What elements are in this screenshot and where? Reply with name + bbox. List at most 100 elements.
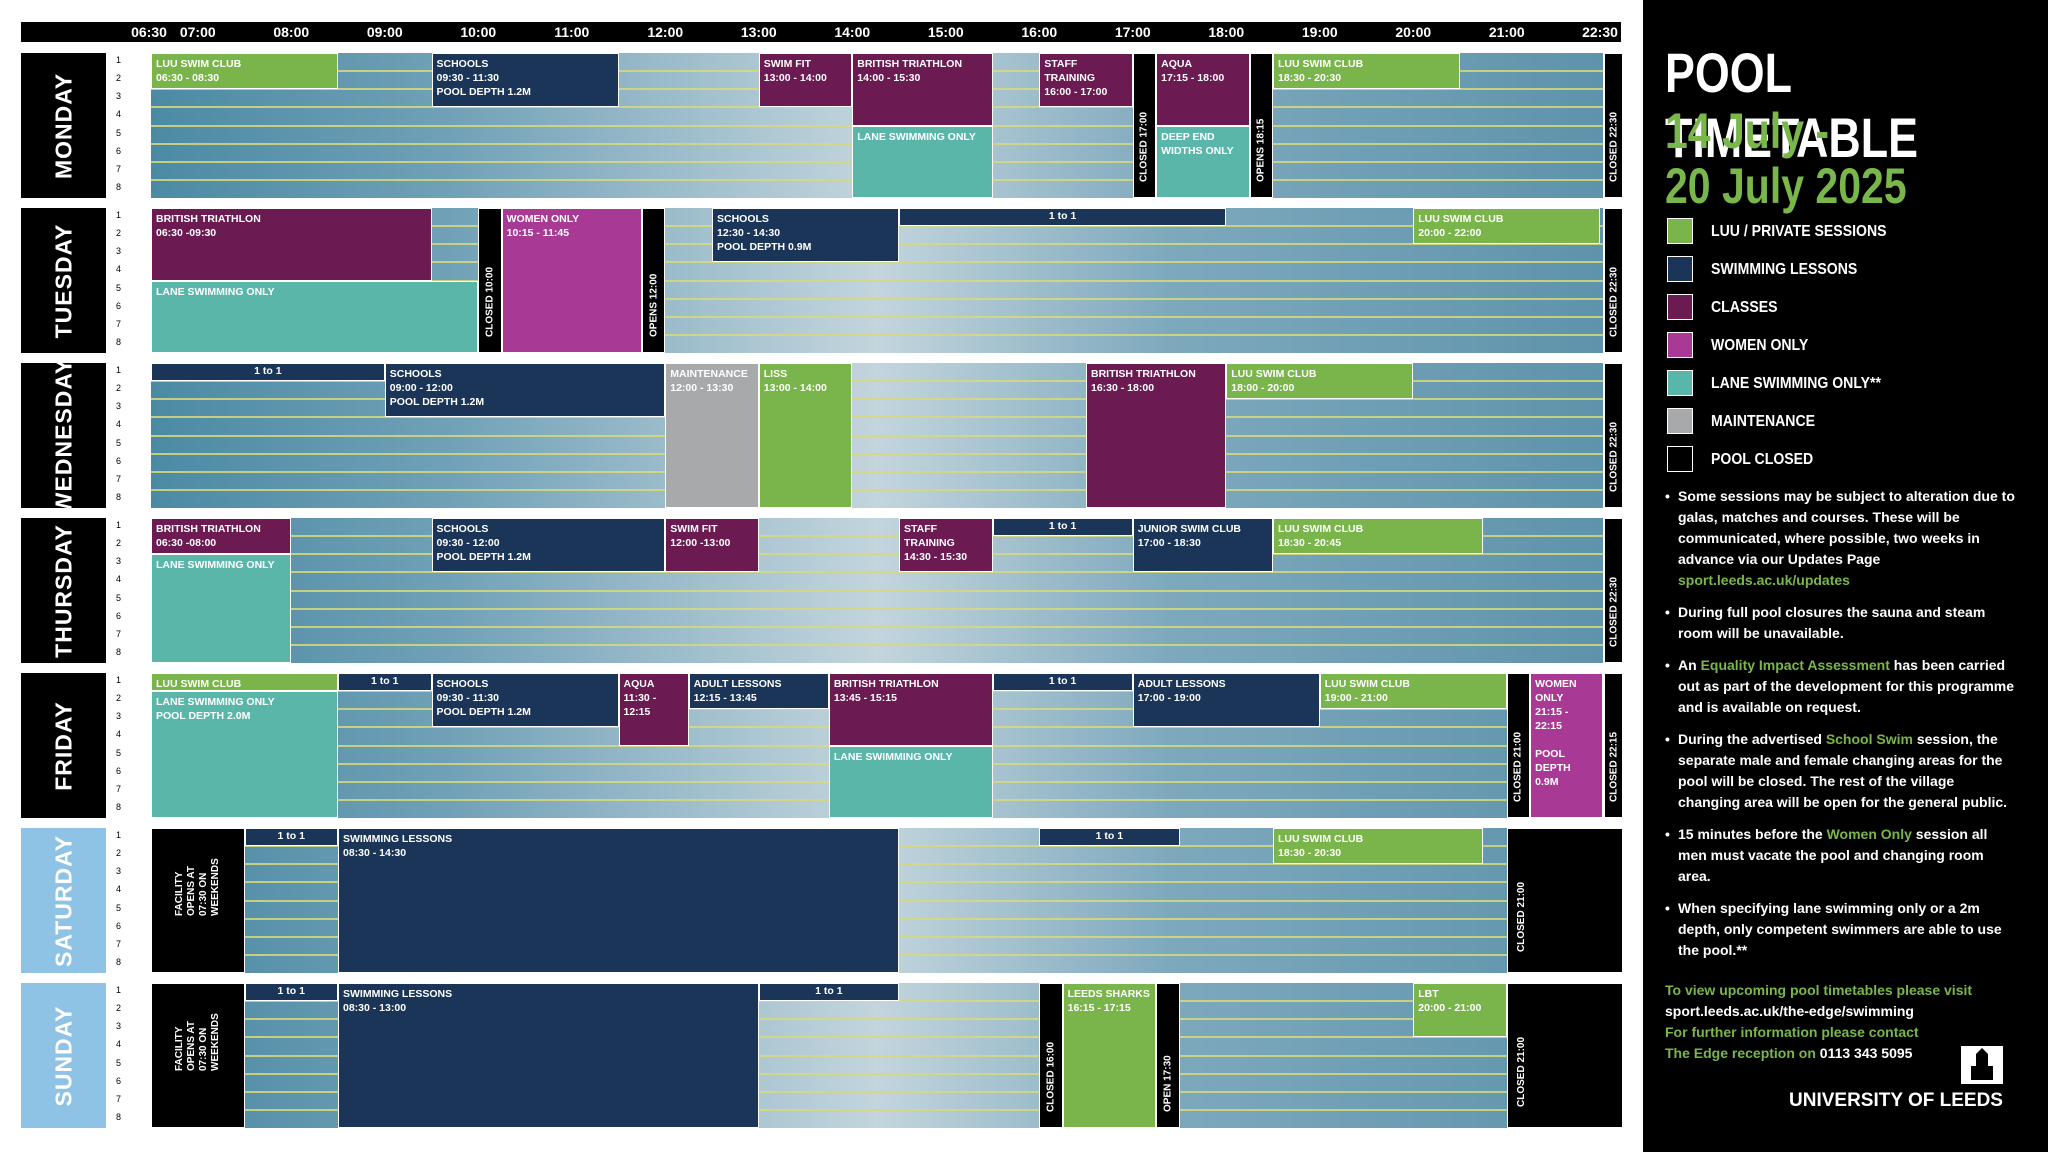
time-label: 12:00 (647, 24, 684, 40)
lane-rope (151, 535, 1603, 538)
session-luu[interactable]: LUU SWIM CLUB 20:00 - 22:00 (1413, 208, 1601, 245)
session-lessons[interactable]: 1 to 1 (244, 983, 338, 1002)
lane-rope (151, 279, 1603, 282)
lane-rope (151, 297, 1603, 300)
session-classes[interactable]: BRITISH TRIATHLON 16:30 - 18:00 (1086, 363, 1227, 508)
legend-item: LUU / PRIVATE SESSIONS (1667, 218, 2047, 248)
footer-line-1: To view upcoming pool timetables please … (1665, 982, 1973, 998)
lane-number: 3 (116, 1021, 122, 1032)
pool-closed-bar: CLOSED 22:30 (1604, 363, 1623, 508)
lane-rope (151, 625, 1603, 628)
lane-number: 8 (116, 491, 122, 502)
equality-link[interactable]: Equality Impact Assessment (1700, 657, 1890, 673)
session-classes[interactable]: AQUA 11:30 - 12:15 (618, 673, 689, 746)
lane-rope (151, 1018, 1603, 1021)
session-lane[interactable]: LANE SWIMMING ONLY (828, 745, 993, 818)
session-label: LUU SWIM CLUB 20:00 - 22:00 (1418, 213, 1504, 239)
session-luu[interactable]: LBT 20:00 - 21:00 (1413, 983, 1507, 1038)
session-classes[interactable]: BRITISH TRIATHLON 06:30 -09:30 (151, 208, 432, 281)
session-classes[interactable]: BRITISH TRIATHLON 14:00 - 15:30 (852, 53, 993, 126)
session-lessons[interactable]: SCHOOLS 09:30 - 11:30 POOL DEPTH 1.2M (431, 53, 619, 108)
session-label: LEEDS SHARKS 16:15 - 17:15 (1067, 988, 1150, 1014)
session-luu[interactable]: LUU SWIM CLUB 18:00 - 20:00 (1226, 363, 1414, 400)
session-lessons[interactable]: SCHOOLS 09:00 - 12:00 POOL DEPTH 1.2M (384, 363, 666, 418)
session-label: SWIMMING LESSONS 08:30 - 14:30 (343, 833, 453, 859)
session-lessons[interactable]: SWIMMING LESSONS 08:30 - 13:00 (338, 983, 759, 1128)
session-lane[interactable]: LANE SWIMMING ONLY (151, 280, 479, 353)
session-label: 1 to 1 (254, 365, 282, 377)
pool-closed-bar: CLOSED 10:00 (478, 208, 502, 353)
lane-rope (151, 607, 1603, 610)
session-lessons[interactable]: 1 to 1 (151, 363, 385, 382)
session-classes[interactable]: BRITISH TRIATHLON 06:30 -08:00 (151, 518, 292, 555)
lane-rope (151, 643, 1603, 646)
session-classes[interactable]: SWIM FIT 13:00 - 14:00 (758, 53, 853, 108)
lane-number: 1 (116, 365, 122, 375)
session-classes[interactable]: SWIM FIT 12:00 -13:00 (665, 518, 759, 573)
closed-label: CLOSED 22:30 (1608, 576, 1619, 647)
session-women[interactable]: WOMEN ONLY 21:15 - 22:15 POOL DEPTH 0.9M (1530, 673, 1603, 818)
footer-line-4: The Edge reception on 0113 343 5095 (1665, 1043, 1972, 1064)
session-classes[interactable]: AQUA 17:15 - 18:00 (1156, 53, 1250, 126)
pool-closed-block: CLOSED 21:00 (1506, 828, 1623, 973)
session-luu[interactable]: LUU SWIM CLUB 06:30 - 08:30 (151, 673, 338, 692)
session-lessons[interactable]: 1 to 1 (899, 208, 1227, 227)
session-label: LUU SWIM CLUB 19:00 - 21:00 (1324, 678, 1410, 704)
session-lessons[interactable]: 1 to 1 (1039, 828, 1180, 847)
session-label: LANE SWIMMING ONLY (156, 285, 275, 298)
session-lessons[interactable]: SCHOOLS 09:30 - 12:00 POOL DEPTH 1.2M (431, 518, 666, 573)
session-label: BRITISH TRIATHLON 14:00 - 15:30 (857, 58, 963, 84)
session-lane[interactable]: LANE SWIMMING ONLY (151, 554, 292, 663)
session-lessons[interactable]: SCHOOLS 12:30 - 14:30 POOL DEPTH 0.9M (712, 208, 899, 263)
timetables-link[interactable]: sport.leeds.ac.uk/the-edge/swimming (1665, 1003, 1914, 1019)
session-lessons[interactable]: 1 to 1 (244, 828, 338, 847)
session-lessons[interactable]: 1 to 1 (758, 983, 899, 1002)
note-text: session all men must vacate the pool and… (1678, 826, 1988, 884)
session-label: STAFF TRAINING 16:00 - 17:00 (1044, 58, 1108, 98)
session-label: 1 to 1 (1048, 520, 1077, 532)
session-maintenance[interactable]: MAINTENANCE 12:00 - 13:30 (665, 363, 759, 508)
phone-number[interactable]: 0113 343 5095 (1819, 1045, 1913, 1061)
session-lessons[interactable]: ADULT LESSONS 17:00 - 19:00 (1132, 673, 1320, 728)
legend-label: WOMEN ONLY (1711, 337, 1809, 354)
session-luu[interactable]: LUU SWIM CLUB 18:30 - 20:30 (1273, 828, 1484, 865)
pool-closed-bar: CLOSED 22:15 (1604, 673, 1623, 818)
session-lane[interactable]: DEEP END WIDTHS ONLY (1156, 125, 1250, 198)
session-lessons[interactable]: SWIMMING LESSONS 08:30 - 14:30 (338, 828, 899, 973)
session-women[interactable]: WOMEN ONLY 10:15 - 11:45 (501, 208, 642, 353)
time-label: 10:00 (460, 24, 497, 40)
session-label: 1 to 1 (1048, 210, 1077, 222)
session-lessons[interactable]: 1 to 1 (992, 518, 1133, 537)
session-lane[interactable]: LANE SWIMMING ONLY (852, 125, 993, 198)
session-luu[interactable]: LUU SWIM CLUB 18:30 - 20:45 (1273, 518, 1484, 555)
date-range: 14 July - 20 July 2025 (1665, 103, 1907, 214)
pool-closed-block: FACILITY OPENS AT 07:30 ON WEEKENDS (151, 828, 245, 973)
session-luu[interactable]: LUU SWIM CLUB 18:30 - 20:30 (1273, 53, 1460, 90)
note-text: session, the separate male and female ch… (1678, 731, 2008, 810)
footer-info: To view upcoming pool timetables please … (1665, 980, 1972, 1064)
session-classes[interactable]: STAFF TRAINING 14:30 - 15:30 (899, 518, 993, 573)
session-label: LANE SWIMMING ONLY (156, 559, 275, 572)
session-luu[interactable]: LISS 13:00 - 14:00 (758, 363, 853, 508)
session-lessons[interactable]: JUNIOR SWIM CLUB 17:00 - 18:30 (1132, 518, 1273, 573)
session-lessons[interactable]: 1 to 1 (338, 673, 432, 692)
session-luu[interactable]: LUU SWIM CLUB 06:30 - 08:30 (151, 53, 338, 90)
lane-number: 4 (116, 729, 122, 740)
updates-link[interactable]: sport.leeds.ac.uk/updates (1678, 572, 1850, 588)
legend-swatch (1667, 218, 1693, 244)
lane-number: 7 (116, 628, 122, 639)
legend-swatch (1667, 408, 1693, 434)
session-label: LUU SWIM CLUB 18:30 - 20:45 (1278, 523, 1364, 549)
session-luu[interactable]: LUU SWIM CLUB 19:00 - 21:00 (1319, 673, 1507, 710)
session-classes[interactable]: STAFF TRAINING 16:00 - 17:00 (1039, 53, 1133, 108)
session-lessons[interactable]: 1 to 1 (992, 673, 1133, 692)
note-school-swim: During the advertised School Swim sessio… (1665, 729, 2020, 813)
session-luu[interactable]: LEEDS SHARKS 16:15 - 17:15 (1062, 983, 1157, 1128)
lane-number: 3 (116, 246, 122, 257)
legend-label: LANE SWIMMING ONLY** (1711, 375, 1882, 392)
session-lessons[interactable]: SCHOOLS 09:30 - 11:30 POOL DEPTH 1.2M (431, 673, 619, 728)
session-lessons[interactable]: ADULT LESSONS 12:15 - 13:45 (688, 673, 829, 710)
session-classes[interactable]: BRITISH TRIATHLON 13:45 - 15:15 (828, 673, 993, 746)
session-lane[interactable]: LANE SWIMMING ONLY POOL DEPTH 2.0M (151, 691, 338, 818)
note-text: Some sessions may be subject to alterati… (1678, 488, 2015, 567)
